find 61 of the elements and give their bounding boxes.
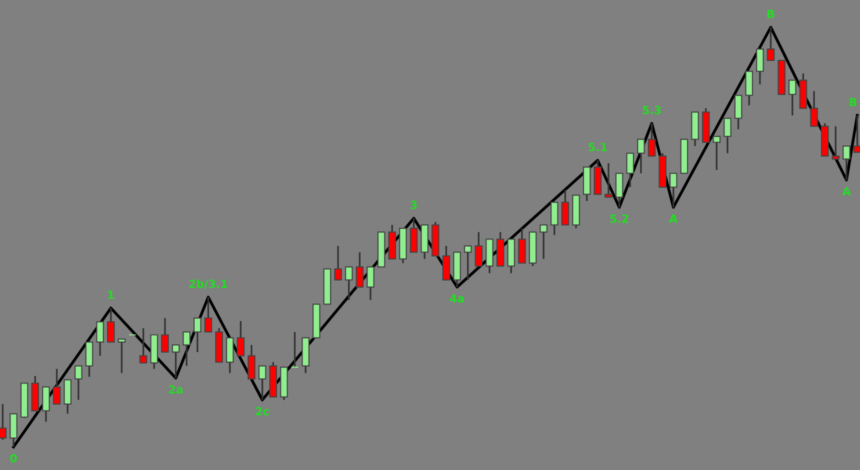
candlestick	[74, 365, 82, 401]
annotation: 2b/3.1	[189, 279, 228, 289]
candlestick	[334, 245, 342, 281]
candlestick	[118, 338, 126, 374]
candlestick	[832, 125, 840, 160]
candlestick	[669, 172, 678, 208]
annotation: B	[850, 98, 857, 106]
candlestick	[464, 245, 472, 281]
candlestick	[853, 114, 860, 154]
candlestick	[248, 344, 256, 380]
candlestick	[410, 217, 418, 254]
annotation: 5.1	[588, 142, 607, 152]
candlestick	[615, 172, 624, 208]
annotation: 3	[410, 200, 417, 210]
candlestick	[52, 368, 61, 405]
candlestick	[550, 201, 558, 236]
candlestick	[96, 321, 104, 357]
candlestick	[648, 122, 656, 157]
candlestick	[344, 266, 353, 301]
candlestick	[236, 320, 245, 357]
annotation: 0	[10, 454, 17, 462]
annotation: 2a	[169, 385, 183, 394]
candlestick	[734, 94, 742, 130]
candlestick	[172, 344, 180, 379]
candlestick	[161, 317, 169, 353]
candlestick	[366, 266, 374, 301]
candlestick	[194, 317, 202, 353]
candlestick	[745, 70, 754, 106]
candlestick	[842, 145, 850, 181]
candlestick	[474, 231, 483, 267]
candlestick	[139, 327, 148, 364]
candlestick	[0, 403, 7, 441]
candlestick	[604, 162, 612, 198]
candlestick	[810, 90, 818, 128]
candlestick	[204, 296, 212, 333]
candlestick	[712, 136, 721, 171]
annotation: A	[669, 214, 678, 223]
candlestick	[788, 79, 796, 116]
candlestick	[637, 138, 645, 174]
candlestick	[42, 386, 50, 423]
candlestick	[258, 365, 266, 401]
candlestick	[182, 331, 191, 367]
candlestick	[756, 48, 764, 86]
annotation: 2c	[256, 407, 269, 416]
annotation: 4a	[450, 294, 464, 303]
candlestick	[442, 245, 450, 281]
annotation: B	[768, 10, 774, 18]
candlestick	[356, 251, 364, 288]
candlestick	[106, 307, 115, 343]
candlestick	[290, 331, 299, 368]
candlestick	[724, 118, 732, 154]
annotation: A	[842, 187, 851, 196]
candlestick	[85, 341, 94, 378]
candlestick	[561, 189, 570, 226]
candlestick	[518, 227, 526, 264]
candlestick	[766, 26, 775, 62]
annotation: 5.3	[642, 106, 661, 114]
candlestick	[626, 152, 634, 188]
candlestick	[540, 224, 548, 260]
annotation: 1	[108, 290, 114, 299]
annotation: 5.2	[610, 214, 628, 223]
